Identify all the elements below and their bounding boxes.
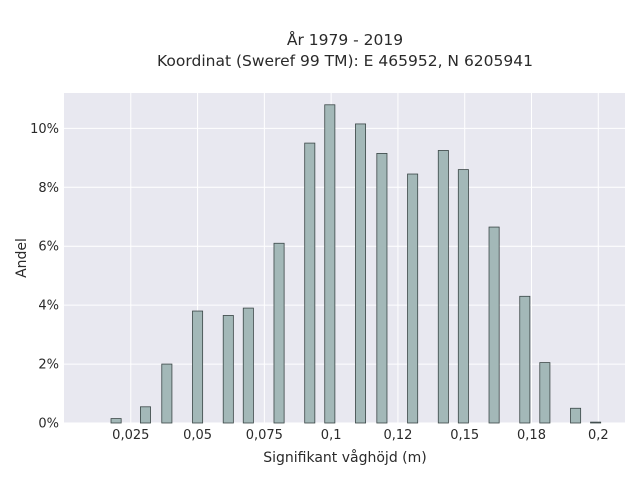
histogram-bar [539, 362, 551, 424]
x-tick-label: 0,05 [183, 428, 212, 443]
histogram-bar [407, 173, 419, 424]
histogram-bar [437, 150, 449, 424]
histogram-bar [242, 307, 254, 424]
histogram-bar [222, 315, 234, 424]
y-tick-label: 10% [30, 122, 59, 137]
histogram-bar [488, 226, 500, 424]
histogram-bar [355, 123, 367, 424]
histogram-bar [192, 310, 204, 424]
x-tick-label: 0,15 [450, 428, 479, 443]
chart-title-line2: Koordinat (Sweref 99 TM): E 465952, N 62… [157, 52, 533, 70]
x-axis-label: Signifikant våghöjd (m) [263, 449, 426, 466]
x-tick-label: 0,18 [517, 428, 546, 443]
y-tick-label: 8% [38, 181, 59, 196]
histogram-bar [519, 295, 531, 424]
histogram-bar [590, 421, 602, 424]
bars [110, 104, 602, 424]
histogram-bar [376, 153, 388, 424]
y-axis-label: Andel [14, 238, 30, 278]
x-tick-label: 0,1 [321, 428, 342, 443]
x-tick-label: 0,025 [112, 428, 149, 443]
chart-title-line1: År 1979 - 2019 [287, 30, 403, 49]
x-tick-label: 0,075 [246, 428, 283, 443]
histogram-bar [140, 406, 151, 424]
histogram-bar [324, 104, 336, 424]
histogram-bar [273, 242, 285, 424]
histogram-bar [161, 363, 173, 424]
x-tick-label: 0,2 [588, 428, 609, 443]
x-tick-label: 0,12 [383, 428, 412, 443]
grid-lines [64, 93, 625, 424]
y-tick-label: 2% [38, 358, 59, 373]
y-tick-label: 0% [38, 417, 59, 432]
y-tick-label: 4% [38, 299, 59, 314]
x-axis-ticks: 0,025 0,05 0,075 0,1 0,12 0,15 0,18 0,2 [112, 428, 608, 443]
histogram-bar [570, 407, 582, 424]
histogram-bar [304, 142, 316, 424]
y-tick-label: 6% [38, 240, 59, 255]
histogram-bar [457, 169, 469, 424]
y-axis-ticks: 0% 2% 4% 6% 8% 10% [30, 122, 59, 432]
histogram-bar [110, 418, 122, 424]
